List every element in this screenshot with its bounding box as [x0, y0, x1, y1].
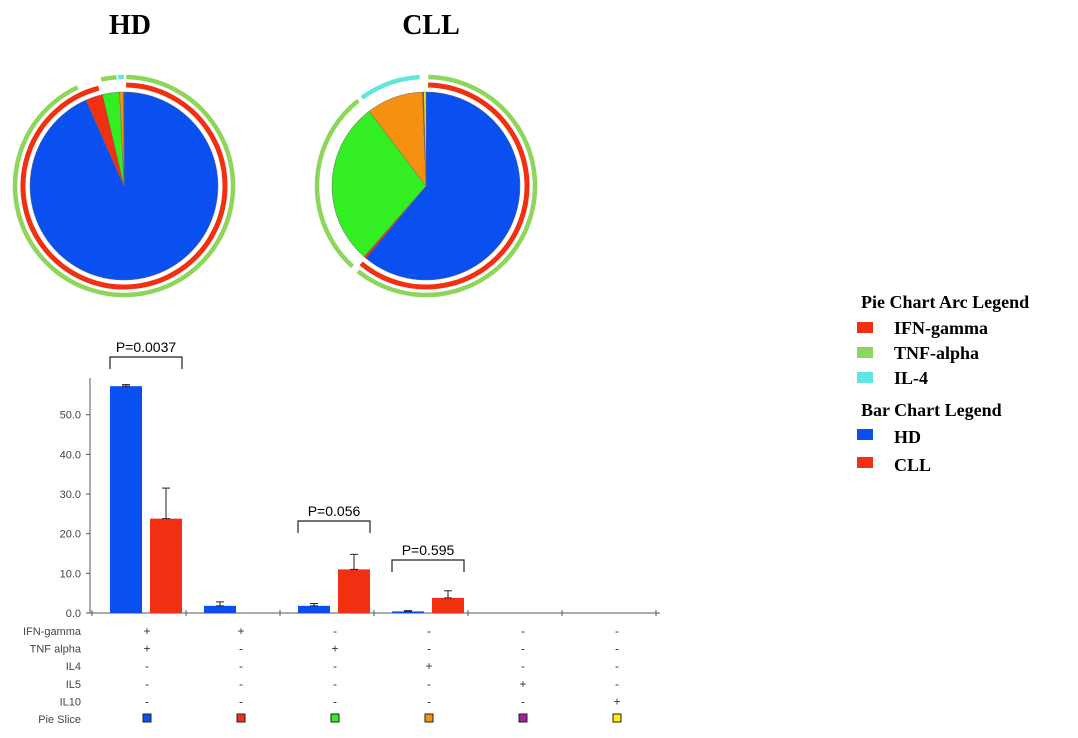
combo-mark: -: [333, 694, 337, 708]
pie-arc-tnf: [100, 75, 117, 82]
pie-arc-ifn: [20, 82, 228, 290]
pie-slice-row-label: Pie Slice: [38, 714, 81, 726]
combo-mark: -: [427, 694, 431, 708]
bar-hd: [298, 605, 330, 613]
pie-slice-swatch: [330, 713, 340, 723]
combo-mark: +: [613, 694, 620, 708]
combo-mark: -: [615, 677, 619, 691]
combo-mark: -: [427, 677, 431, 691]
combo-mark: -: [145, 694, 149, 708]
combo-row-label: IFN-gamma: [23, 626, 82, 638]
bar-cll: [150, 518, 182, 613]
combo-mark: +: [331, 642, 338, 656]
pie-arc-tnf: [12, 74, 236, 298]
y-tick-label: 10.0: [60, 568, 81, 580]
arc-legend-swatch: [857, 347, 873, 358]
combo-mark: -: [145, 677, 149, 691]
significance-bracket: [297, 520, 371, 533]
combo-mark: -: [521, 624, 525, 638]
combo-mark: -: [239, 694, 243, 708]
combo-mark: -: [615, 624, 619, 638]
arc-legend-label: IL-4: [894, 368, 928, 388]
y-tick-label: 0.0: [66, 608, 81, 620]
bar-hd: [110, 386, 142, 613]
combo-mark: -: [521, 659, 525, 673]
pie-slice-swatch: [236, 713, 246, 723]
combo-mark: -: [145, 659, 149, 673]
combo-row-label: IL5: [66, 679, 81, 691]
combo-mark: -: [521, 694, 525, 708]
combo-mark: +: [425, 659, 432, 673]
combo-mark: -: [427, 624, 431, 638]
combo-mark: -: [427, 642, 431, 656]
combo-mark: -: [239, 659, 243, 673]
p-value-label: P=0.595: [402, 542, 455, 558]
pie-slice-if_tnf: [365, 91, 521, 281]
combo-mark: +: [143, 624, 150, 638]
pie-slice-tnf_only: [331, 110, 427, 258]
significance-bracket: [109, 356, 183, 369]
pie-arc-tnf: [356, 74, 538, 298]
combo-mark: -: [239, 677, 243, 691]
combo-mark: +: [237, 624, 244, 638]
combo-mark: -: [521, 642, 525, 656]
pie-slice-swatch: [142, 713, 152, 723]
combo-mark: -: [615, 642, 619, 656]
bar-legend-title: Bar Chart Legend: [861, 400, 1002, 420]
combo-mark: +: [143, 642, 150, 656]
combo-row-label: TNF alpha: [30, 644, 82, 656]
pie-slice-il10_only: [423, 91, 427, 187]
pie-slice-swatch: [612, 713, 622, 723]
bar-cll: [432, 597, 464, 613]
bar-hd: [204, 605, 236, 613]
pie-title-cll: CLL: [402, 10, 460, 41]
pie-charts: HD CLL: [12, 10, 538, 298]
bar-legend-swatch: [857, 457, 873, 468]
y-tick-label: 50.0: [60, 410, 81, 422]
arc-legend-swatch: [857, 372, 873, 383]
combo-mark: -: [333, 659, 337, 673]
bar-legend-swatch: [857, 429, 873, 440]
y-tick-label: 40.0: [60, 449, 81, 461]
arc-legend-label: TNF-alpha: [894, 343, 979, 363]
arc-legend-swatch: [857, 322, 873, 333]
bar-hd: [392, 611, 424, 613]
combo-mark: +: [519, 677, 526, 691]
bar-legend-label: HD: [894, 427, 921, 447]
bar-legend-label: CLL: [894, 455, 931, 475]
legend: Pie Chart Arc Legend IFN-gamma TNF-alpha IL…: [857, 292, 1029, 475]
arc-legend-label: IFN-gamma: [894, 318, 988, 338]
pie-slice-swatch: [424, 713, 434, 723]
bar-cll: [338, 569, 370, 613]
significance-bracket: [391, 559, 465, 572]
pie-arc-il4: [360, 74, 420, 100]
combo-mark: -: [615, 659, 619, 673]
pie-arc-ifn: [359, 82, 530, 290]
y-tick-label: 20.0: [60, 529, 81, 541]
combo-mark: -: [239, 642, 243, 656]
pie-title-hd: HD: [109, 10, 151, 41]
bar-chart: 0.0 10.0 20.0 30.0 40.0 50.0 P=0.0037 P=0.056 P=…: [23, 339, 660, 726]
combo-mark: -: [333, 677, 337, 691]
arc-legend-title: Pie Chart Arc Legend: [861, 292, 1029, 312]
pie-slice-swatch: [518, 713, 528, 723]
combo-row-label: IL10: [60, 696, 81, 708]
p-value-label: P=0.056: [308, 503, 361, 519]
combo-row-label: IL4: [66, 661, 81, 673]
y-tick-label: 30.0: [60, 489, 81, 501]
combo-mark: -: [333, 624, 337, 638]
p-value-label: P=0.0037: [116, 339, 177, 355]
pie-arc-tnf: [314, 98, 360, 269]
